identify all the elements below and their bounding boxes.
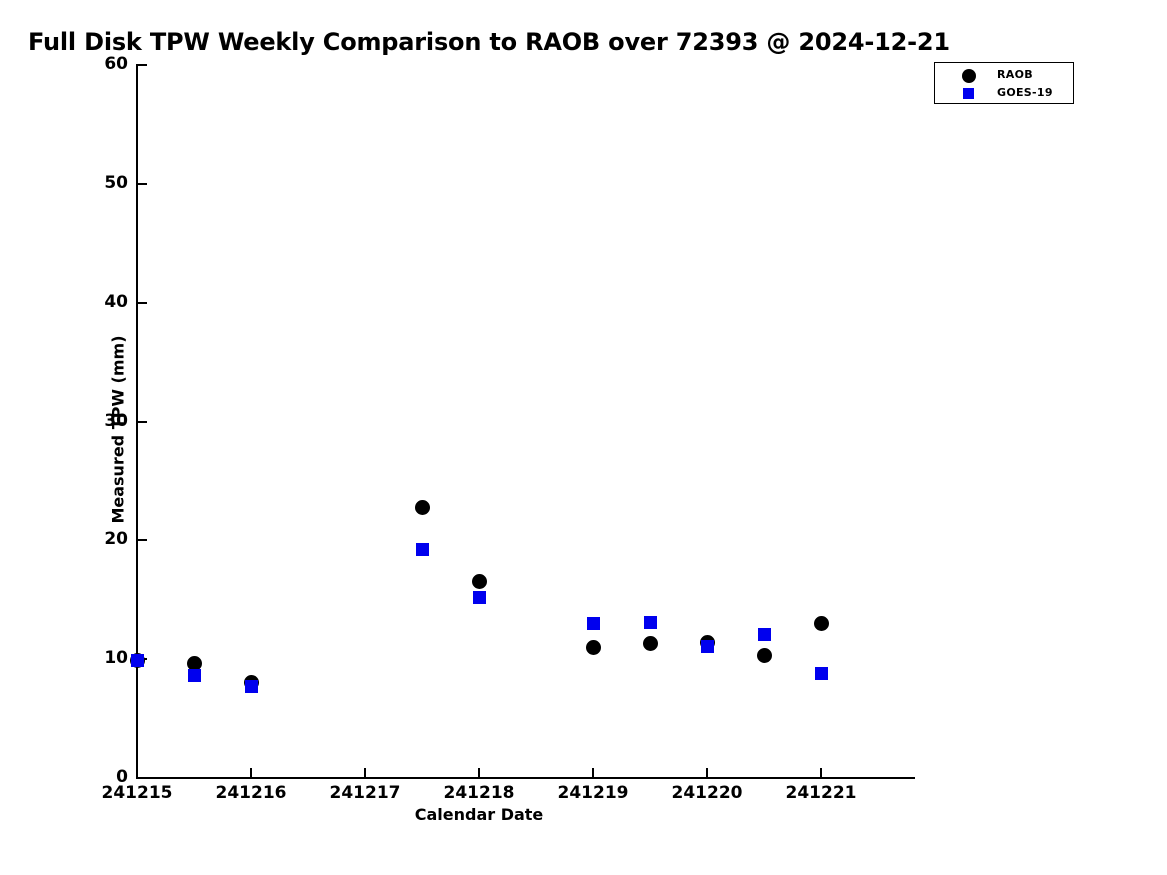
x-axis-tick: [364, 768, 366, 778]
data-point-goes-19: [586, 617, 600, 631]
x-axis-tick: [706, 768, 708, 778]
chart-legend: RAOB GOES-19: [934, 62, 1074, 104]
data-point-goes-19: [472, 590, 486, 604]
data-point-goes-19: [187, 669, 201, 683]
y-axis-tick-label: 60: [104, 54, 128, 74]
data-point-goes-19: [643, 615, 657, 629]
x-axis-tick: [592, 768, 594, 778]
data-point-raob: [471, 574, 487, 590]
x-axis-line: [136, 777, 915, 779]
y-axis-tick-label: 50: [104, 172, 128, 193]
data-point-raob: [642, 636, 658, 652]
y-axis-tick: [138, 301, 147, 304]
y-axis-title: Measured TPW (mm): [108, 335, 128, 524]
x-axis-tick: [820, 768, 822, 778]
y-axis-tick: [138, 64, 147, 66]
y-axis-tick: [138, 182, 147, 185]
legend-marker-square-icon: [951, 83, 987, 103]
y-axis-tick: [138, 420, 147, 423]
x-axis-tick: [136, 768, 138, 778]
data-point-raob: [414, 499, 430, 515]
data-point-raob: [756, 648, 772, 664]
legend-entry-raob: RAOB: [935, 65, 1073, 85]
y-axis-tick: [138, 539, 147, 542]
x-axis-tick-label: 241221: [785, 783, 857, 803]
y-axis-tick-label: 40: [104, 291, 128, 312]
legend-marker-circle-icon: [951, 65, 987, 85]
data-point-raob: [585, 639, 601, 655]
x-axis-tick-label: 241218: [443, 783, 515, 803]
y-axis-tick-label: 20: [104, 529, 128, 550]
data-point-goes-19: [244, 679, 258, 693]
y-axis-tick-label: 10: [104, 648, 128, 669]
data-point-goes-19: [814, 666, 828, 680]
data-point-goes-19: [700, 639, 714, 653]
data-point-goes-19: [757, 627, 771, 641]
y-axis-line: [136, 64, 138, 779]
x-axis-tick-label: 241216: [215, 783, 287, 803]
data-point-goes-19: [130, 653, 144, 667]
x-axis-tick-label: 241215: [101, 783, 173, 803]
x-axis-tick: [478, 768, 480, 778]
legend-label-goes19: GOES-19: [997, 86, 1053, 99]
x-axis-title: Calendar Date: [414, 805, 544, 824]
legend-label-raob: RAOB: [997, 68, 1033, 81]
data-point-raob: [813, 616, 829, 632]
x-axis-tick-label: 241220: [671, 783, 743, 803]
x-axis-tick-label: 241217: [329, 783, 401, 803]
x-axis-tick: [250, 768, 252, 778]
y-axis-tick-label: 30: [104, 410, 128, 431]
y-axis-tick: [138, 777, 147, 779]
data-point-goes-19: [415, 543, 429, 557]
x-axis-tick-label: 241219: [557, 783, 629, 803]
plot-area: [137, 65, 821, 778]
chart-title: Full Disk TPW Weekly Comparison to RAOB …: [28, 28, 950, 56]
data-point-raob: [186, 656, 202, 672]
y-axis-tick-label: 0: [116, 767, 128, 787]
legend-entry-goes19: GOES-19: [935, 83, 1073, 103]
